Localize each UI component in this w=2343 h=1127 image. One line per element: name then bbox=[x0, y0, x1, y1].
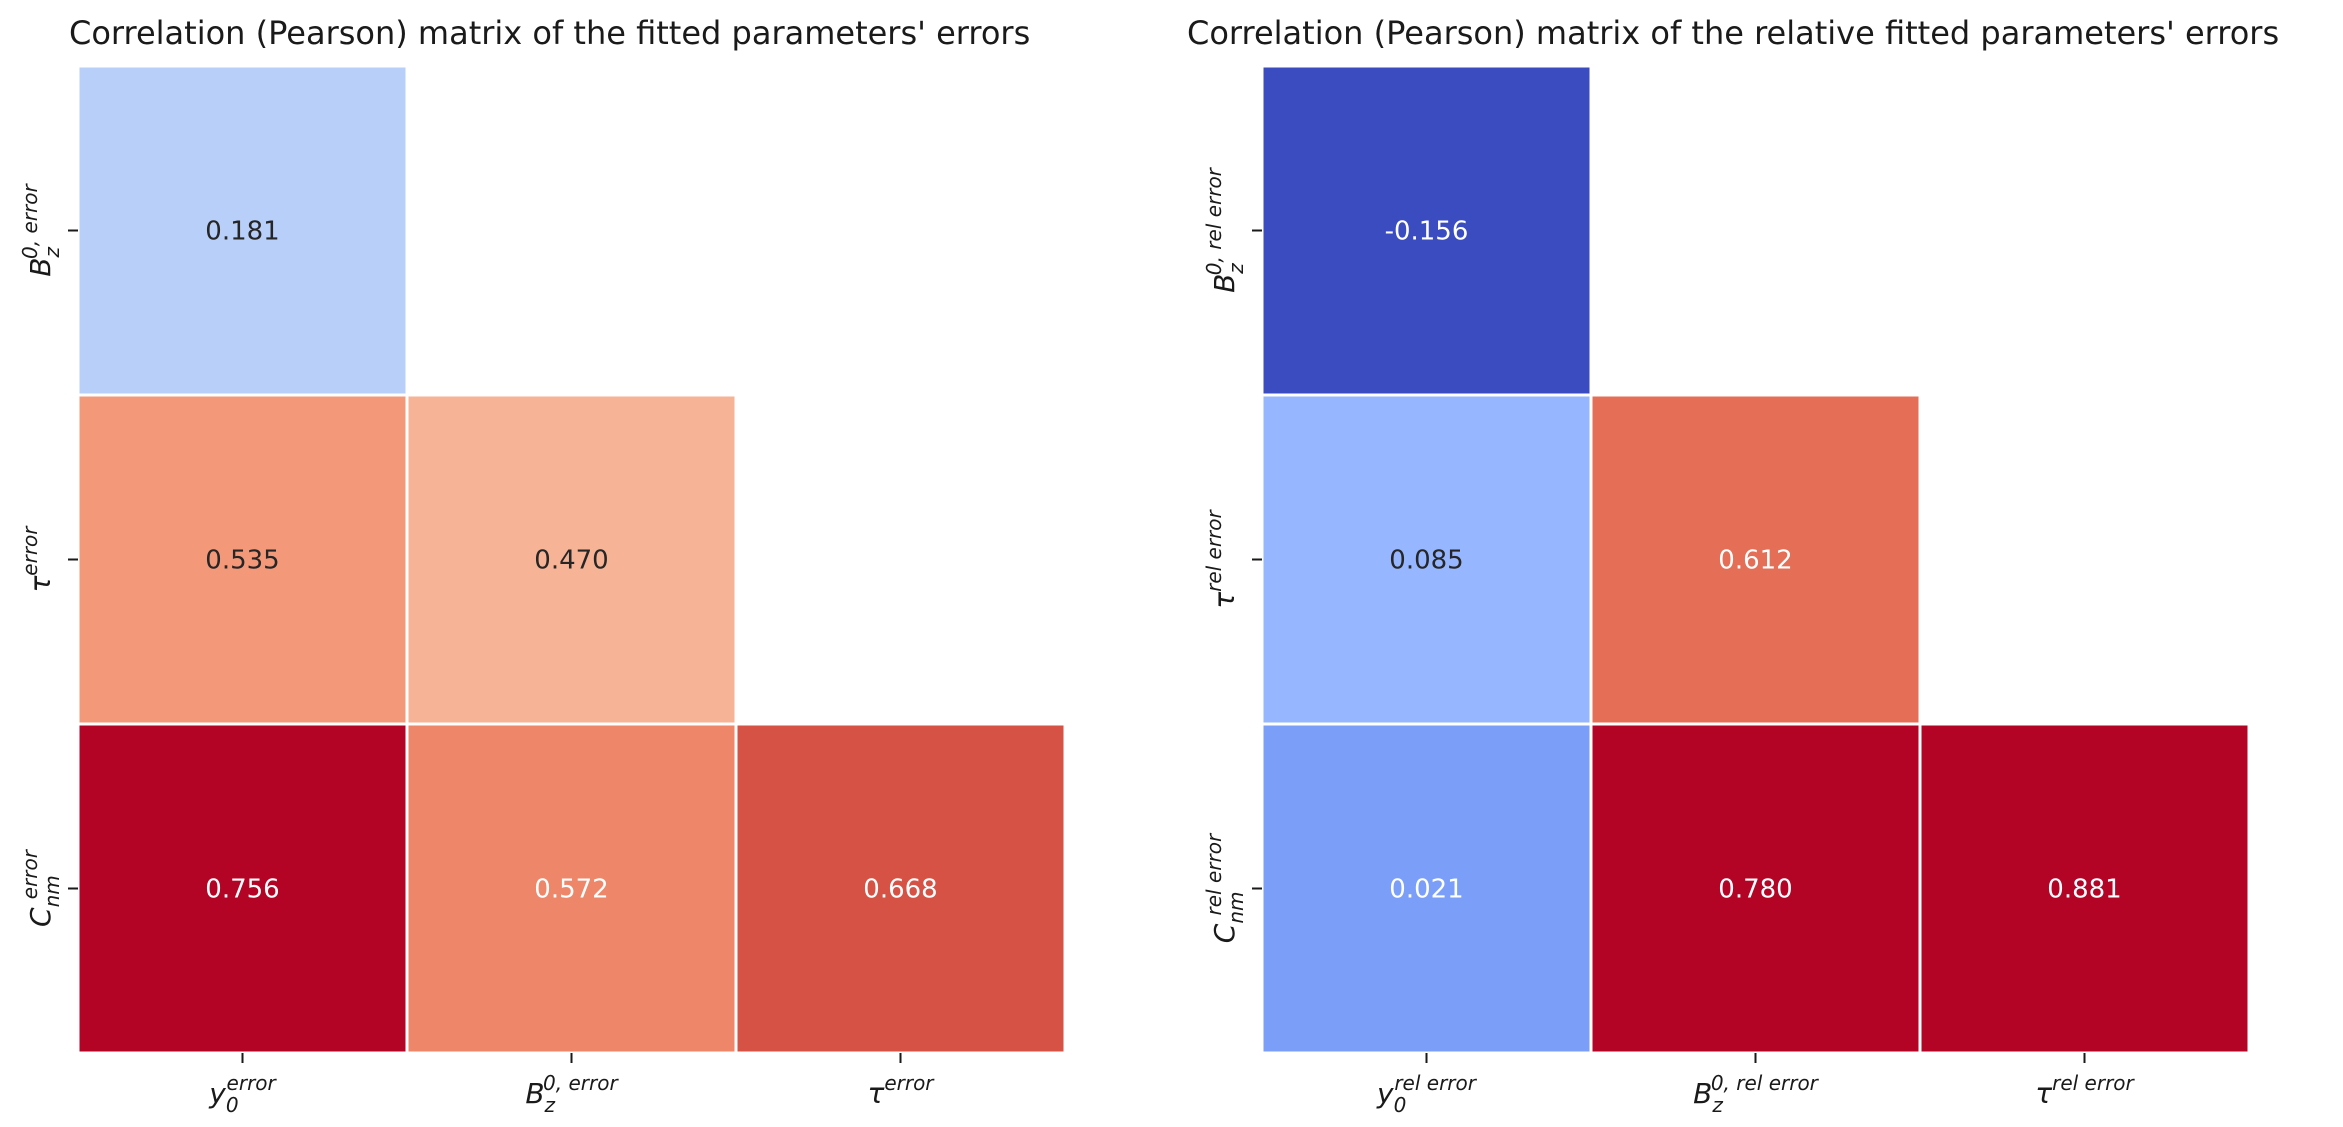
x-tick-label: Bz0, rel error bbox=[1693, 1071, 1820, 1117]
heatmap-left: 0.181 0.535 0.470 0.756 0.572 0.668 y0error Bz0… bbox=[18, 64, 1067, 1117]
cell-value-label: 0.021 bbox=[1389, 875, 1463, 905]
cell-value-label: 0.881 bbox=[2047, 875, 2121, 905]
cell-value-label: 0.181 bbox=[205, 217, 279, 247]
heatmap-cell-1-1 bbox=[1589, 393, 1922, 726]
y-tick-label: Cnmrel error bbox=[1202, 832, 1248, 943]
left-heatmap-panel: Correlation (Pearson) matrix of the fitt… bbox=[0, 0, 1150, 1127]
heatmap-cell-1-0 bbox=[76, 393, 409, 726]
x-tick-label: τerror bbox=[867, 1071, 935, 1110]
heatmap-cell-2-1 bbox=[1589, 722, 1922, 1055]
x-tick-label: Bz0, error bbox=[525, 1071, 619, 1117]
heatmap-cell-1-0 bbox=[1260, 393, 1593, 726]
y-tick-label: Bz0, error bbox=[18, 183, 64, 277]
heatmap-cell-0-0 bbox=[76, 64, 409, 397]
right-heatmap-panel: Correlation (Pearson) matrix of the rela… bbox=[1170, 0, 2343, 1127]
cell-value-label: 0.780 bbox=[1718, 875, 1792, 905]
cell-value-label: -0.156 bbox=[1385, 217, 1469, 247]
y-tick-label: Bz0, rel error bbox=[1202, 166, 1248, 293]
heatmap-cell-2-2 bbox=[1918, 722, 2251, 1055]
cell-value-label: 0.668 bbox=[863, 875, 937, 905]
heatmap-right: -0.156 0.085 0.612 0.021 0.780 0.881 y0rel err… bbox=[1202, 64, 2251, 1117]
y-tick-label: τrel error bbox=[1202, 508, 1241, 608]
heatmap-cell-2-0 bbox=[1260, 722, 1593, 1055]
y-tick-label: τerror bbox=[18, 525, 57, 593]
heatmap-cell-1-1 bbox=[405, 393, 738, 726]
chart-title-left: Correlation (Pearson) matrix of the fitt… bbox=[69, 14, 1031, 52]
chart-title-right: Correlation (Pearson) matrix of the rela… bbox=[1187, 14, 2280, 52]
heatmap-cell-2-0 bbox=[76, 722, 409, 1055]
y-tick-label: Cnmerror bbox=[18, 848, 64, 927]
x-tick-label: τrel error bbox=[2035, 1071, 2135, 1110]
cell-value-label: 0.535 bbox=[205, 546, 279, 576]
cell-value-label: 0.756 bbox=[205, 875, 279, 905]
cell-value-label: 0.612 bbox=[1718, 546, 1792, 576]
x-tick-label: y0rel error bbox=[1376, 1071, 1478, 1117]
cell-value-label: 0.470 bbox=[534, 546, 608, 576]
cell-value-label: 0.572 bbox=[534, 875, 608, 905]
x-tick-label: y0error bbox=[208, 1071, 277, 1117]
cell-value-label: 0.085 bbox=[1389, 546, 1463, 576]
heatmap-cell-0-0 bbox=[1260, 64, 1593, 397]
